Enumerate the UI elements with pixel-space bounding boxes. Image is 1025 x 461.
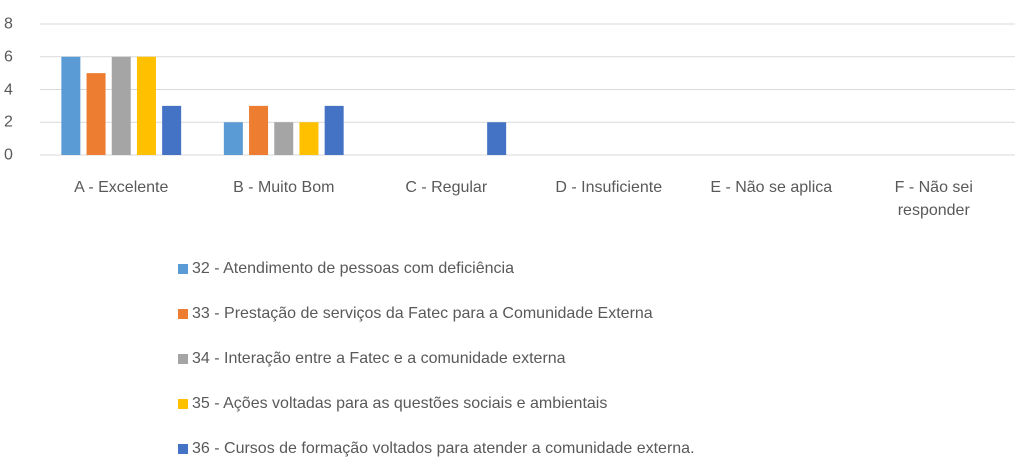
legend-label: 32 - Atendimento de pessoas com deficiên… — [192, 260, 514, 277]
bar — [223, 122, 243, 155]
bar — [324, 105, 344, 155]
legend-label: 34 - Interação entre a Fatec e a comunid… — [192, 350, 566, 367]
y-tick-label: 0 — [4, 146, 13, 164]
bar — [162, 105, 182, 155]
legend-item: 34 - Interação entre a Fatec e a comunid… — [178, 347, 566, 370]
legend-swatch — [178, 443, 188, 454]
x-tick-label: F - Não sei responder — [894, 179, 973, 219]
x-tick-label: A - Excelente — [74, 179, 169, 196]
bar — [249, 105, 269, 155]
legend-label: 36 - Cursos de formação voltados para at… — [192, 440, 695, 457]
x-tick-label: E - Não se aplica — [710, 179, 833, 196]
legend-label: 35 - Ações voltadas para as questões soc… — [192, 395, 608, 412]
legend-item: 35 - Ações voltadas para as questões soc… — [178, 392, 607, 415]
legend-item: 36 - Cursos de formação voltados para at… — [178, 437, 695, 460]
x-tick-label: B - Muito Bom — [233, 179, 335, 196]
legend-item: 33 - Prestação de serviços da Fatec para… — [178, 302, 653, 325]
x-tick-label: D - Insuficiente — [555, 179, 663, 196]
bar — [487, 122, 507, 155]
y-tick-label: 4 — [4, 81, 13, 98]
x-tick-label: C - Regular — [405, 179, 488, 196]
bar — [61, 56, 81, 155]
legend-item: 32 - Atendimento de pessoas com deficiên… — [178, 257, 514, 280]
y-tick-label: 2 — [4, 113, 13, 131]
bar — [111, 56, 131, 155]
bar — [299, 122, 319, 155]
y-tick-label: 6 — [4, 48, 13, 66]
legend-swatch — [178, 308, 188, 319]
bar — [136, 56, 156, 155]
legend-swatch — [178, 353, 188, 364]
legend-swatch — [178, 398, 188, 409]
bar — [86, 73, 106, 155]
legend-label: 33 - Prestação de serviços da Fatec para… — [192, 305, 653, 322]
legend-swatch — [178, 263, 188, 274]
bar — [274, 122, 294, 155]
y-tick-label: 8 — [4, 15, 13, 33]
